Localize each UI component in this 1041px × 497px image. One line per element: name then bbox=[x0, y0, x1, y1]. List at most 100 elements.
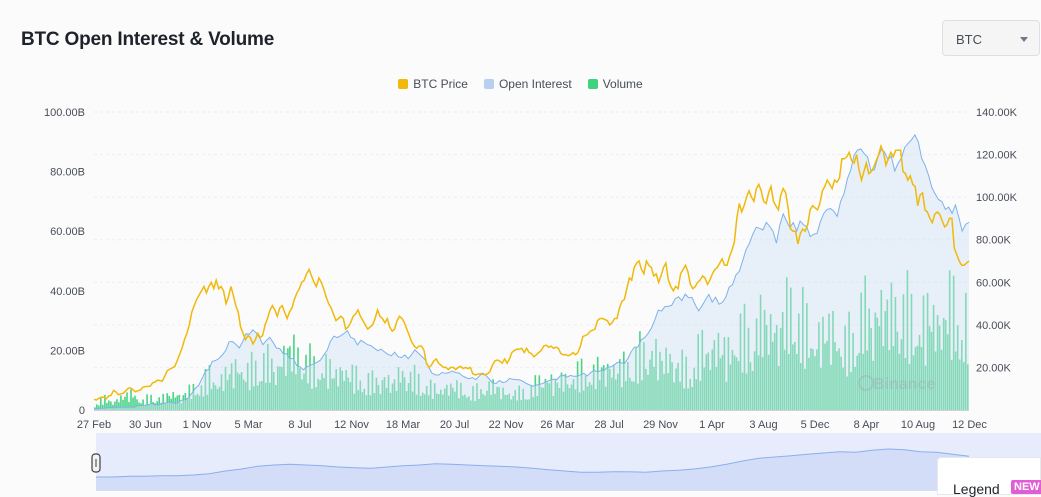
y-left-tick-label: 100.00B bbox=[44, 107, 85, 119]
y-right-tick-label: 100.00K bbox=[976, 192, 1018, 204]
volume-bar bbox=[114, 401, 116, 410]
volume-bar bbox=[192, 384, 195, 410]
volume-bar bbox=[810, 348, 812, 410]
volume-bar bbox=[963, 362, 965, 410]
y-right-tick-label: 20.00K bbox=[976, 362, 1012, 374]
volume-bar bbox=[419, 396, 422, 410]
asset-select-value: BTC bbox=[956, 32, 982, 47]
binance-logo-icon bbox=[858, 375, 874, 391]
volume-bar bbox=[218, 386, 221, 410]
volume-bar bbox=[560, 372, 563, 410]
volume-bar bbox=[248, 390, 251, 410]
volume-bar bbox=[633, 381, 635, 410]
volume-bar bbox=[689, 378, 691, 410]
volume-bar bbox=[299, 368, 301, 410]
volume-bar bbox=[369, 395, 372, 410]
volume-bar bbox=[866, 350, 868, 410]
volume-bar bbox=[645, 368, 647, 410]
volume-bar bbox=[723, 337, 726, 410]
volume-bar bbox=[104, 394, 106, 410]
volume-bar bbox=[240, 372, 243, 410]
volume-bar bbox=[769, 314, 772, 410]
volume-bar bbox=[182, 395, 185, 410]
btc-price-line bbox=[93, 143, 970, 401]
volume-bar bbox=[717, 333, 720, 410]
legend-item-volume[interactable]: Volume bbox=[587, 77, 643, 91]
volume-bar bbox=[319, 380, 321, 410]
volume-bar bbox=[265, 382, 267, 410]
volume-bar bbox=[653, 366, 655, 410]
volume-bar bbox=[279, 366, 281, 410]
volume-bar bbox=[208, 365, 211, 410]
volume-bar bbox=[462, 395, 464, 410]
y-left-tick-label: 60.00B bbox=[50, 226, 85, 238]
volume-bar bbox=[918, 334, 921, 410]
volume-bar bbox=[570, 384, 573, 410]
volume-bar bbox=[814, 356, 816, 410]
volume-bar bbox=[590, 384, 593, 410]
volume-bar bbox=[178, 394, 181, 410]
volume-bar bbox=[385, 388, 388, 410]
x-tick-label: 22 Nov bbox=[489, 419, 524, 431]
volume-bar bbox=[882, 346, 885, 410]
volume-bar bbox=[405, 391, 408, 410]
legend-panel[interactable]: Legend NEW bbox=[937, 457, 1041, 497]
volume-bar bbox=[136, 399, 138, 410]
volume-bar bbox=[242, 379, 245, 410]
volume-bar bbox=[180, 403, 183, 410]
volume-bar bbox=[309, 343, 311, 410]
legend-item-open-interest[interactable]: Open Interest bbox=[483, 77, 572, 91]
open-interest-area bbox=[94, 134, 969, 410]
volume-bar bbox=[172, 392, 174, 410]
x-tick-label: 20 Jul bbox=[440, 419, 469, 431]
volume-bar bbox=[619, 359, 621, 410]
volume-bar bbox=[478, 398, 480, 410]
volume-bar bbox=[625, 381, 627, 410]
volume-bar bbox=[474, 401, 476, 410]
volume-bar bbox=[168, 396, 170, 410]
volume-bar bbox=[576, 361, 579, 410]
volume-bar bbox=[289, 346, 291, 410]
chevron-down-icon bbox=[1020, 37, 1028, 42]
volume-bar bbox=[594, 389, 597, 410]
volume-bar bbox=[731, 349, 734, 410]
x-tick-label: 28 Jul bbox=[594, 419, 623, 431]
volume-bar bbox=[794, 342, 796, 410]
volume-bar bbox=[552, 396, 555, 410]
volume-bar bbox=[765, 325, 768, 410]
volume-bar bbox=[588, 382, 591, 410]
y-left-tick-label: 40.00B bbox=[50, 286, 85, 298]
volume-bar bbox=[878, 326, 881, 410]
volume-bar bbox=[621, 387, 623, 410]
x-tick-label: 5 Dec bbox=[801, 419, 830, 431]
volume-bar bbox=[134, 395, 136, 410]
volume-bar bbox=[956, 325, 959, 410]
volume-bar bbox=[100, 398, 102, 410]
volume-bar bbox=[671, 362, 673, 410]
volume-bar bbox=[852, 333, 854, 410]
volume-bar bbox=[450, 383, 452, 410]
navigator-left-handle[interactable] bbox=[91, 453, 101, 473]
volume-bar bbox=[735, 357, 738, 410]
volume-bar bbox=[381, 380, 384, 410]
volume-bar bbox=[611, 377, 613, 410]
asset-select[interactable]: BTC bbox=[942, 20, 1040, 56]
x-tick-label: 30 Jun bbox=[129, 419, 162, 431]
volume-bar bbox=[747, 327, 750, 410]
volume-bar bbox=[305, 354, 307, 410]
volume-bar bbox=[804, 368, 806, 410]
volume-bar bbox=[452, 387, 454, 410]
volume-bar bbox=[514, 390, 516, 410]
volume-bar bbox=[152, 402, 154, 410]
volume-bar bbox=[411, 391, 414, 410]
volume-bar bbox=[950, 359, 953, 410]
volume-bar bbox=[407, 383, 410, 410]
volume-bar bbox=[353, 393, 356, 410]
volume-bar bbox=[110, 401, 112, 410]
legend-item-price[interactable]: BTC Price bbox=[398, 77, 468, 91]
volume-bar bbox=[783, 349, 786, 410]
volume-bar bbox=[532, 397, 535, 410]
volume-bar bbox=[357, 390, 360, 410]
volume-bar bbox=[417, 373, 420, 410]
